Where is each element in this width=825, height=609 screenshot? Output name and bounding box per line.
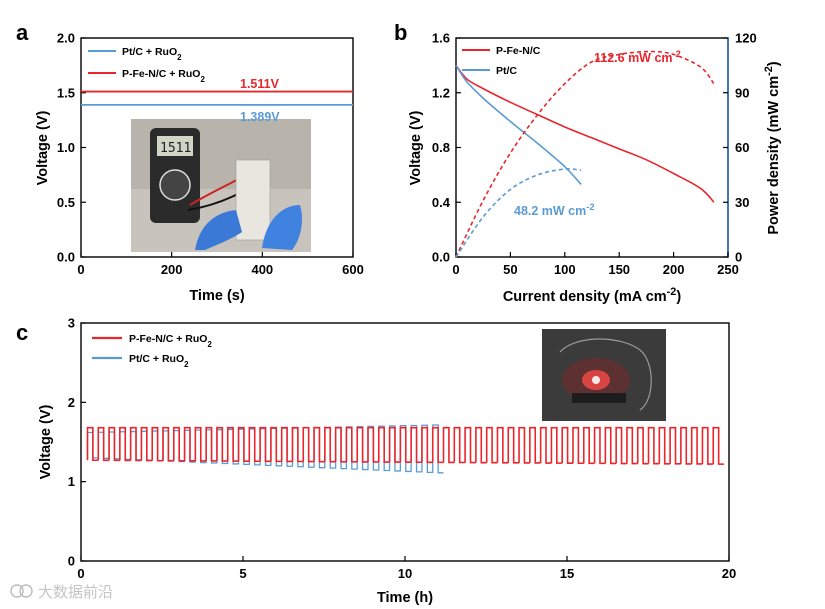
y-tick-label: 1.6 [432, 31, 450, 46]
y2-tick-label: 90 [735, 85, 749, 100]
panel-b-ticks: 0 50 100 150 200 250 0.0 0.4 0.8 1.2 1.6 0 30 60 90 120 [432, 31, 757, 278]
x-tick-label: 400 [251, 262, 273, 277]
y2-tick-label: 60 [735, 140, 749, 155]
panel-a-series [81, 90, 353, 106]
panel-c-xlabel: Time (h) [377, 590, 433, 606]
legend-label-pfenc: P-Fe-N/C + RuO2 [122, 68, 205, 84]
y-tick-label: 2 [68, 395, 75, 410]
led-bulb [592, 376, 600, 384]
x-tick-label: 100 [554, 262, 576, 277]
panel-b-letter: b [394, 20, 407, 45]
y2-tick-label: 120 [735, 31, 757, 46]
y-tick-label: 3 [68, 316, 75, 331]
legend-label-ptc: Pt/C + RuO2 [122, 46, 182, 62]
right-glove [262, 205, 303, 250]
panel-b-series [455, 50, 715, 258]
series-cycling-pfenc [86, 426, 725, 465]
multimeter-photo: 1511 [131, 119, 311, 252]
panel-a-ticks: 0 200 400 600 0.0 0.5 1.0 1.5 2.0 [57, 31, 364, 278]
y-tick-label: 1 [68, 474, 75, 489]
annotation-peak-power-red: 112.6 mW cm-2 [594, 49, 681, 65]
x-tick-label: 200 [161, 262, 183, 277]
annotation-peak-power-blue: 48.2 mW cm-2 [514, 202, 595, 218]
panel-c-legend: P-Fe-N/C + RuO2 Pt/C + RuO2 [92, 333, 212, 369]
panel-b-xlabel: Current density (mA cm-2) [503, 286, 681, 305]
panel-a-ylabel: Voltage (V) [35, 111, 51, 186]
y-tick-label: 0.4 [432, 195, 451, 210]
series-voltage-pfenc [455, 64, 715, 203]
y-tick-label: 0.5 [57, 195, 75, 210]
annotation-blue-voltage: 1.389V [240, 110, 280, 124]
y-tick-label: 0.8 [432, 140, 450, 155]
series-power-pfenc [455, 50, 715, 258]
multimeter-dial [159, 169, 191, 201]
panel-c: c 0 5 10 15 20 0 1 2 3 P-Fe-N/C + RuO2 Pt/C + Ru… [16, 316, 736, 607]
led-photo [542, 329, 666, 421]
x-tick-label: 10 [398, 566, 412, 581]
legend-label-ptc: Pt/C [496, 65, 517, 77]
legend-label-ptc: Pt/C + RuO2 [129, 353, 189, 369]
annotation-red-voltage: 1.511V [240, 77, 280, 91]
panel-a: a 1511 0 200 400 600 0.0 0.5 1.0 1.5 2.0 Pt/C + … [16, 20, 364, 304]
x-tick-label: 50 [503, 262, 517, 277]
x-tick-label: 0 [77, 262, 84, 277]
panel-c-ticks: 0 5 10 15 20 0 1 2 3 [68, 316, 736, 582]
y-tick-label: 2.0 [57, 31, 75, 46]
x-tick-label: 150 [608, 262, 630, 277]
watermark-text: 大数据前沿 [38, 584, 113, 601]
panel-b-ylabel-left: Voltage (V) [408, 111, 424, 186]
panel-b-legend: P-Fe-N/C Pt/C [462, 45, 541, 77]
y-tick-label: 0 [68, 554, 75, 569]
series-voltage-ptc [455, 64, 582, 186]
x-tick-label: 250 [717, 262, 739, 277]
left-glove [195, 210, 242, 250]
x-tick-label: 15 [560, 566, 574, 581]
legend-label-pfenc: P-Fe-N/C [496, 45, 541, 57]
panel-a-letter: a [16, 20, 29, 45]
multimeter-display [157, 136, 193, 156]
y-tick-label: 0.0 [57, 250, 75, 265]
x-tick-label: 0 [77, 566, 84, 581]
battery-pack [572, 393, 626, 403]
y2-tick-label: 30 [735, 195, 749, 210]
x-tick-label: 200 [663, 262, 685, 277]
panel-c-series [86, 424, 725, 474]
x-tick-label: 20 [722, 566, 736, 581]
series-power-ptc [455, 168, 582, 258]
panel-b-ylabel-right: Power density (mW cm-2) [763, 61, 782, 234]
panel-c-letter: c [16, 320, 28, 345]
x-tick-label: 600 [342, 262, 364, 277]
y-tick-label: 1.2 [432, 85, 450, 100]
legend-label-pfenc: P-Fe-N/C + RuO2 [129, 333, 212, 349]
watermark-icon-2 [19, 584, 33, 598]
watermark-icon [10, 584, 24, 598]
panel-a-legend: Pt/C + RuO2 P-Fe-N/C + RuO2 [88, 46, 205, 84]
panel-b: b 0 50 100 150 200 250 0.0 0.4 0.8 1.2 1.6 0 30 60 90 1… [394, 20, 782, 305]
y2-tick-label: 0 [735, 250, 742, 265]
x-tick-label: 0 [452, 262, 459, 277]
watermark: 大数据前沿 [10, 584, 113, 601]
y-tick-label: 1.5 [57, 85, 75, 100]
led-wire [559, 338, 652, 411]
panel-a-xlabel: Time (s) [189, 288, 245, 304]
y-tick-label: 1.0 [57, 140, 75, 155]
y-tick-label: 0.0 [432, 250, 450, 265]
multimeter-reading: 1511 [160, 141, 191, 156]
x-tick-label: 5 [239, 566, 246, 581]
panel-c-ylabel: Voltage (V) [38, 405, 54, 480]
battery-cell [235, 159, 271, 241]
